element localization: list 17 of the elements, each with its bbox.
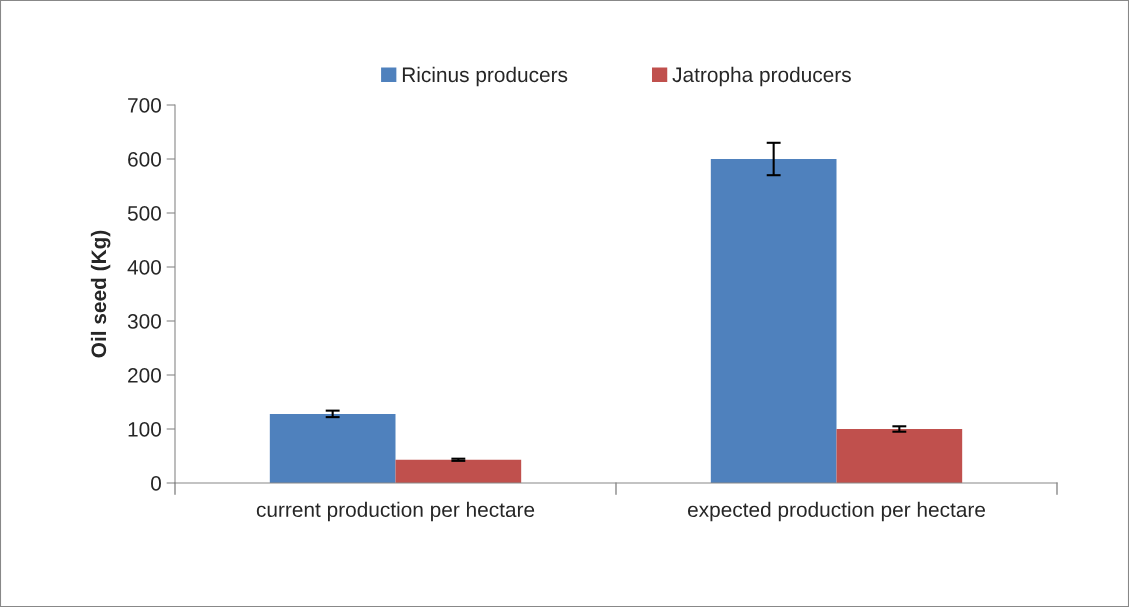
y-axis-title: Oil seed (Kg) bbox=[90, 230, 111, 358]
y-tick-label: 200 bbox=[128, 368, 161, 383]
legend-label: Jatropha producers bbox=[672, 66, 851, 87]
y-tick-label: 300 bbox=[127, 314, 161, 329]
bar bbox=[395, 459, 522, 483]
y-tick-label: 0 bbox=[151, 476, 161, 491]
y-tick-label: 100 bbox=[128, 422, 161, 437]
legend-label: Ricinus producers bbox=[402, 66, 568, 87]
x-tick-label: expected production per hectare bbox=[687, 501, 985, 522]
y-tick-label: 700 bbox=[128, 98, 161, 113]
y-tick-label: 500 bbox=[127, 206, 161, 221]
bar bbox=[269, 413, 396, 483]
y-tick-label: 400 bbox=[127, 260, 161, 275]
bar bbox=[710, 159, 837, 483]
x-tick-label: current production per hectare bbox=[256, 501, 535, 522]
y-tick-label: 600 bbox=[128, 152, 161, 167]
bar bbox=[836, 429, 963, 483]
